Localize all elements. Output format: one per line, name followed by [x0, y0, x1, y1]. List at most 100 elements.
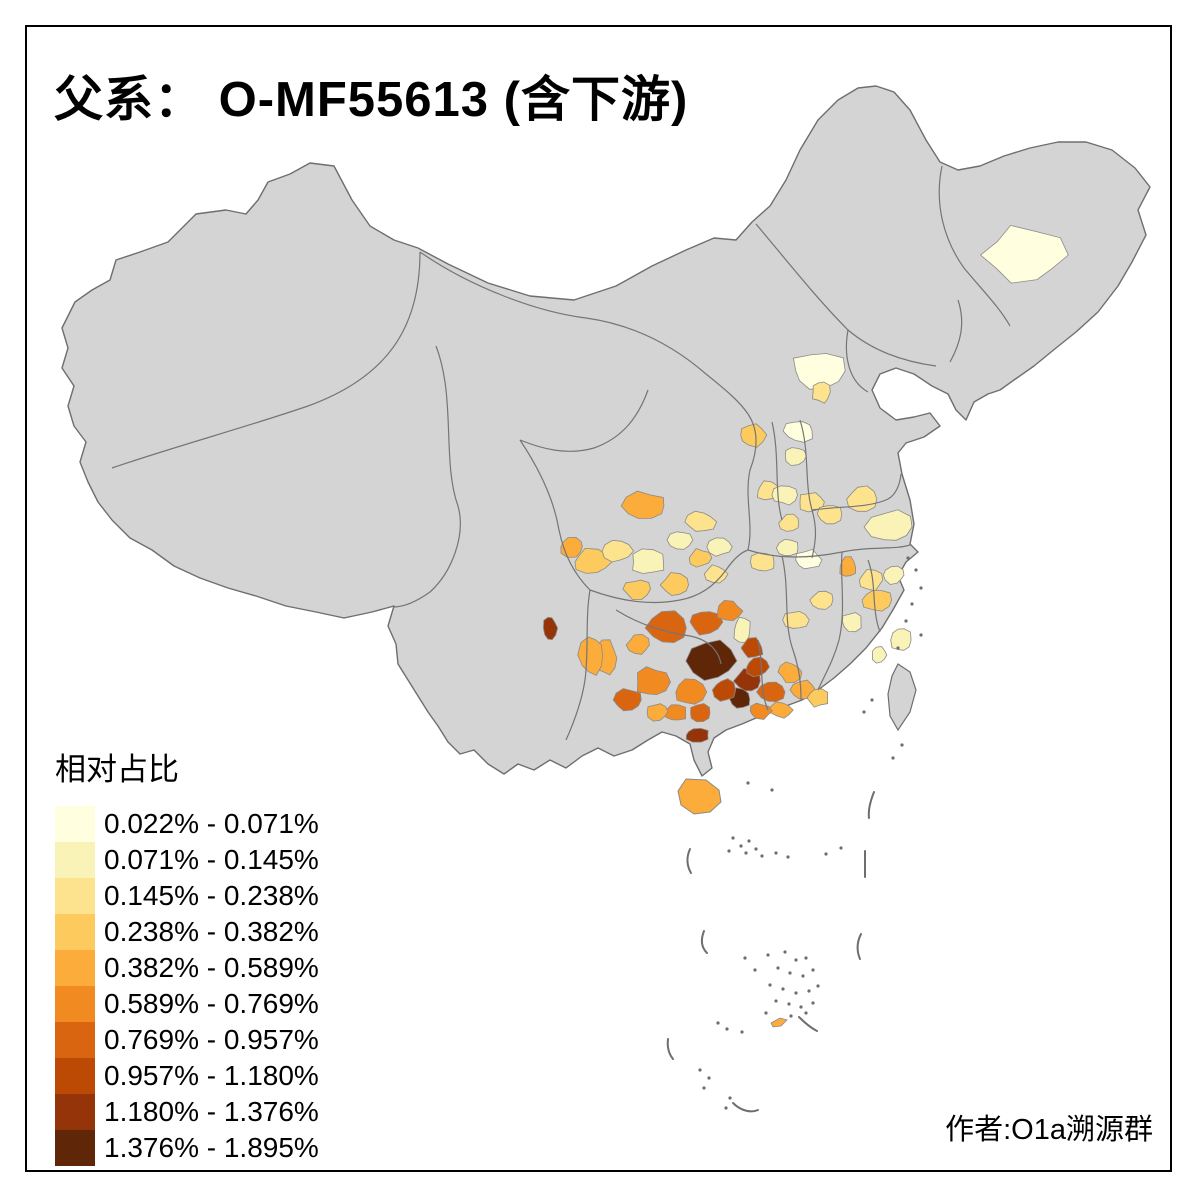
- legend-swatch: [55, 1058, 95, 1094]
- province-borders: [111, 165, 1011, 741]
- small-island-dot: [919, 586, 923, 590]
- legend-label: 0.589% - 0.769%: [104, 988, 319, 1019]
- small-island-dot: [744, 851, 748, 855]
- island-dots: [698, 556, 923, 1110]
- legend-swatch: [55, 986, 95, 1022]
- small-island-dot: [728, 1096, 732, 1100]
- small-island-dot: [740, 1030, 744, 1034]
- prefecture-region: [625, 633, 650, 655]
- legend-label: 0.238% - 0.382%: [104, 916, 319, 947]
- legend-row: 0.957% - 1.180%: [55, 1058, 319, 1094]
- prefecture-region: [871, 646, 888, 664]
- small-island-dot: [794, 958, 798, 962]
- small-island-dot: [754, 847, 758, 851]
- small-island-dot: [698, 1068, 702, 1072]
- small-island-dot: [776, 966, 780, 970]
- small-island-dot: [807, 989, 811, 993]
- prefecture-region: [777, 661, 803, 684]
- small-island-dot: [766, 953, 770, 957]
- small-island-dot: [768, 983, 772, 987]
- legend-row: 0.238% - 0.382%: [55, 914, 319, 950]
- prefecture-region: [644, 610, 687, 644]
- small-island-dot: [789, 1014, 793, 1018]
- legend-row: 0.145% - 0.238%: [55, 878, 319, 914]
- prefecture-region: [812, 381, 831, 404]
- legend-label: 0.145% - 0.238%: [104, 880, 319, 911]
- legend-label: 1.180% - 1.376%: [104, 1096, 319, 1127]
- prefecture-region: [979, 224, 1069, 284]
- small-island-dot: [731, 836, 735, 840]
- small-island-dot: [783, 950, 787, 954]
- prefecture-region: [839, 556, 856, 577]
- small-island-dot: [900, 743, 904, 747]
- prefecture-region: [646, 703, 669, 722]
- prefecture-region: [659, 572, 689, 596]
- prefecture-region: [882, 565, 905, 585]
- prefecture-region: [863, 509, 913, 541]
- prefecture-region: [775, 538, 799, 557]
- small-island-dot: [794, 991, 798, 995]
- small-island-dot: [739, 844, 743, 848]
- prefecture-patches: [542, 224, 1069, 743]
- legend-row: 0.071% - 0.145%: [55, 842, 319, 878]
- legend-row: 1.180% - 1.376%: [55, 1094, 319, 1130]
- legend-swatch: [55, 950, 95, 986]
- prefecture-region: [782, 421, 813, 443]
- small-island-dot: [804, 1011, 808, 1015]
- legend-label: 0.382% - 0.589%: [104, 952, 319, 983]
- small-island-dot: [799, 1005, 803, 1009]
- prefecture-region: [620, 490, 665, 519]
- small-island-dot: [804, 956, 808, 960]
- small-island-dot: [707, 1076, 711, 1080]
- legend-row: 0.769% - 0.957%: [55, 1022, 319, 1058]
- prefecture-region: [632, 548, 665, 574]
- small-island-dot: [896, 646, 900, 650]
- prefecture-region: [636, 666, 671, 696]
- legend-label: 0.957% - 1.180%: [104, 1060, 319, 1091]
- prefecture-region: [685, 727, 709, 743]
- page-title: 父系： O-MF55613 (含下游): [54, 73, 689, 127]
- small-island-dot: [910, 602, 914, 606]
- prefecture-region: [782, 610, 810, 629]
- prefecture-region: [890, 628, 912, 651]
- legend-rows: 0.022% - 0.071% 0.071% - 0.145% 0.145% - 0…: [55, 806, 319, 1166]
- prefecture-region: [622, 579, 651, 600]
- small-island-dot: [702, 1086, 706, 1090]
- small-island-dot: [891, 756, 895, 760]
- prefecture-region: [601, 539, 635, 563]
- prefecture-region: [778, 513, 800, 532]
- small-island-dot: [753, 968, 757, 972]
- legend-row: 0.022% - 0.071%: [55, 806, 319, 842]
- legend-row: 1.376% - 1.895%: [55, 1130, 319, 1166]
- small-island-dot: [904, 619, 908, 623]
- small-island-dot: [919, 633, 923, 637]
- prefecture-region: [688, 548, 713, 568]
- hainan-island-shape: [677, 778, 722, 815]
- prefecture-region: [858, 569, 884, 592]
- prefecture-region: [740, 423, 768, 448]
- small-island-dot: [746, 781, 750, 785]
- legend-swatch: [55, 878, 95, 914]
- small-island-dot: [774, 851, 778, 855]
- legend: 相对占比 0.022% - 0.071% 0.071% - 0.145% 0.145…: [55, 744, 319, 1166]
- prefecture-region: [816, 505, 843, 525]
- prefecture-region: [706, 537, 733, 557]
- small-island-dot: [824, 852, 828, 856]
- legend-swatch: [55, 1022, 95, 1058]
- small-island-dot: [906, 556, 910, 560]
- legend-label: 0.769% - 0.957%: [104, 1024, 319, 1055]
- prefecture-region: [740, 637, 764, 659]
- legend-swatch: [55, 806, 95, 842]
- prefecture-region: [717, 599, 744, 622]
- small-island-dot: [774, 999, 778, 1003]
- prefecture-region: [666, 531, 694, 550]
- small-island-dot: [747, 839, 751, 843]
- prefecture-region: [577, 636, 603, 676]
- small-island-dot: [811, 968, 815, 972]
- prefecture-region: [675, 678, 708, 705]
- prefecture-region: [703, 564, 729, 584]
- small-island-dot: [760, 854, 764, 858]
- small-island-dot: [816, 984, 820, 988]
- small-island-dot: [801, 974, 805, 978]
